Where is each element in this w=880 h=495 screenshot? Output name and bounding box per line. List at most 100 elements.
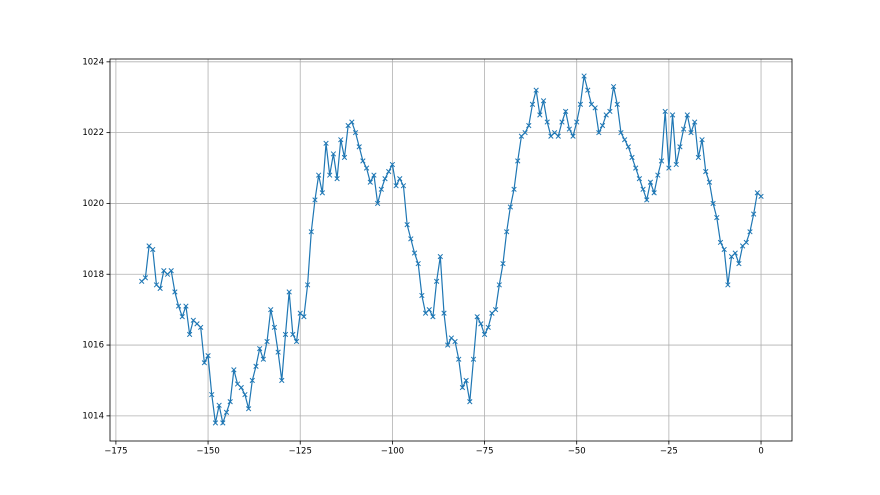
marker xyxy=(680,126,687,132)
marker xyxy=(621,137,628,143)
marker xyxy=(485,324,491,331)
x-tick-label: 0 xyxy=(758,447,763,457)
marker xyxy=(677,144,683,150)
marker xyxy=(522,129,528,136)
marker xyxy=(349,119,355,125)
x-tick-label: −50 xyxy=(568,447,586,457)
marker xyxy=(644,197,650,203)
marker xyxy=(419,292,425,299)
marker xyxy=(205,353,211,359)
marker xyxy=(282,331,289,338)
marker xyxy=(655,172,661,178)
marker xyxy=(327,172,333,178)
marker xyxy=(706,179,713,185)
marker xyxy=(142,275,149,281)
marker xyxy=(374,200,381,207)
marker xyxy=(245,406,252,412)
marker xyxy=(717,239,724,246)
marker xyxy=(463,377,469,384)
marker xyxy=(216,402,222,408)
marker xyxy=(179,314,185,320)
marker xyxy=(721,246,727,253)
marker xyxy=(684,112,690,118)
x-tick-label: −125 xyxy=(289,447,312,457)
marker xyxy=(408,236,414,242)
marker xyxy=(157,285,163,292)
x-tick-label: −75 xyxy=(476,447,494,457)
marker xyxy=(441,310,447,316)
marker xyxy=(666,165,672,171)
marker xyxy=(175,303,182,309)
marker xyxy=(577,101,584,107)
marker xyxy=(371,172,377,178)
marker xyxy=(699,137,705,143)
marker xyxy=(275,349,281,355)
marker xyxy=(758,193,764,200)
marker xyxy=(220,420,226,426)
marker xyxy=(529,101,536,107)
marker xyxy=(183,303,189,309)
marker xyxy=(673,161,679,168)
x-tick-label: −100 xyxy=(381,447,404,457)
marker xyxy=(526,122,532,129)
marker xyxy=(467,399,473,405)
marker xyxy=(481,331,488,338)
marker xyxy=(360,158,366,164)
marker xyxy=(478,321,484,327)
marker xyxy=(286,289,292,295)
marker xyxy=(474,314,480,320)
marker xyxy=(507,204,514,210)
marker xyxy=(308,229,314,235)
marker xyxy=(714,214,720,221)
marker xyxy=(540,98,547,104)
marker xyxy=(242,391,248,398)
marker xyxy=(301,314,307,320)
marker xyxy=(445,342,451,348)
marker xyxy=(253,363,259,369)
y-tick-label: 1018 xyxy=(82,270,104,280)
marker xyxy=(459,384,466,391)
marker xyxy=(404,222,410,228)
marker xyxy=(389,161,396,168)
marker xyxy=(227,399,233,405)
marker xyxy=(585,87,591,93)
marker xyxy=(662,108,668,115)
marker xyxy=(433,278,440,284)
marker xyxy=(323,140,329,146)
marker xyxy=(610,83,617,90)
marker xyxy=(470,356,477,362)
marker xyxy=(629,154,635,161)
marker xyxy=(692,119,698,125)
marker xyxy=(378,186,384,192)
marker xyxy=(695,154,702,161)
marker xyxy=(559,119,565,125)
marker xyxy=(400,183,407,189)
marker xyxy=(614,101,620,107)
marker xyxy=(669,112,676,118)
marker xyxy=(231,367,237,373)
marker xyxy=(647,179,654,185)
marker xyxy=(496,282,502,288)
marker xyxy=(260,356,267,362)
marker xyxy=(607,108,613,115)
marker xyxy=(223,409,230,415)
marker xyxy=(625,144,631,150)
marker xyxy=(500,260,506,267)
marker xyxy=(268,307,274,313)
marker xyxy=(504,229,510,235)
marker xyxy=(334,176,340,182)
marker xyxy=(150,246,156,253)
marker xyxy=(338,137,344,143)
marker xyxy=(452,338,458,345)
y-tick-label: 1016 xyxy=(82,341,104,351)
marker xyxy=(341,154,348,161)
marker xyxy=(599,122,606,129)
marker xyxy=(555,133,561,139)
marker xyxy=(264,338,270,345)
marker xyxy=(658,158,665,164)
x-tick-label: −150 xyxy=(196,447,219,457)
marker xyxy=(186,331,193,338)
marker xyxy=(574,119,580,125)
marker xyxy=(415,260,421,267)
